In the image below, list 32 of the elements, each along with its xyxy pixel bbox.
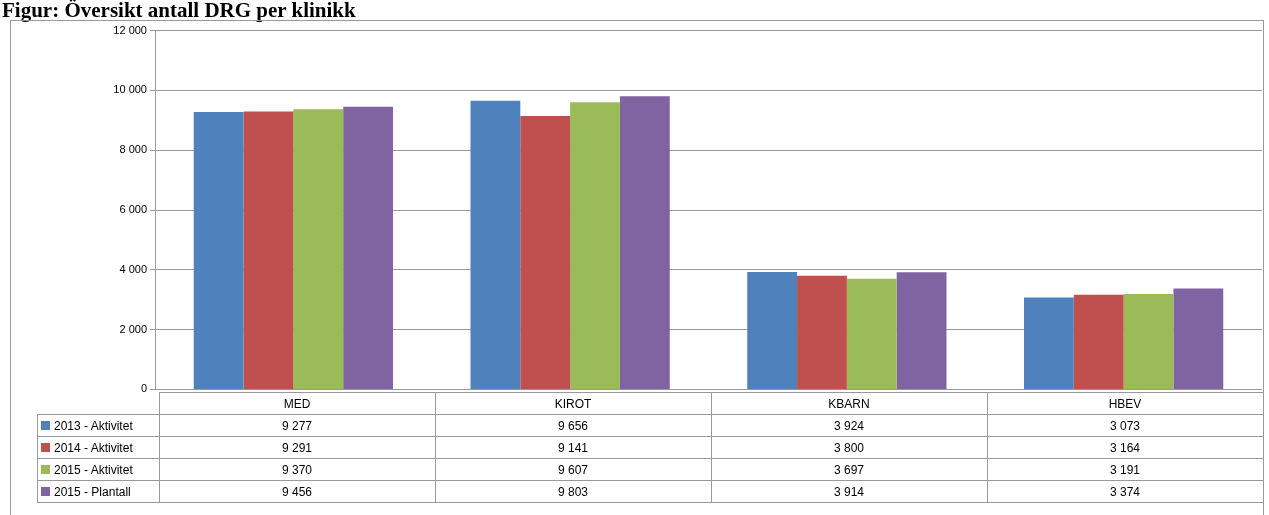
legend-label: 2015 - Plantall — [37, 480, 159, 503]
legend-label: 2013 - Aktivitet — [37, 414, 159, 437]
chart-title: Figur: Översikt antall DRG per klinikk — [2, 0, 356, 22]
data-label: 9 656 — [435, 414, 711, 437]
x-tick-label: KBARN — [711, 392, 987, 415]
y-tick-label: 0 — [140, 382, 147, 395]
data-label: 9 607 — [435, 458, 711, 481]
data-label: 9 141 — [435, 436, 711, 459]
data-label: 9 803 — [435, 480, 711, 503]
data-label: 9 291 — [159, 436, 435, 459]
data-label: 3 164 — [987, 436, 1263, 459]
y-tick-label: 6 000 — [119, 203, 147, 216]
x-tick-label: KIROT — [435, 392, 711, 415]
y-tick-label: 12 000 — [113, 23, 147, 36]
data-label: 9 370 — [159, 458, 435, 481]
data-label: 3 191 — [987, 458, 1263, 481]
data-label: 3 800 — [711, 436, 987, 459]
data-label: 9 277 — [159, 414, 435, 437]
data-label: 9 456 — [159, 480, 435, 503]
x-tick-label: HBEV — [987, 392, 1263, 415]
y-tick-label: 10 000 — [113, 83, 147, 96]
data-label: 3 073 — [987, 414, 1263, 437]
legend-label: 2015 - Aktivitet — [37, 458, 159, 481]
data-label: 3 914 — [711, 480, 987, 503]
y-tick-label: 4 000 — [119, 262, 147, 275]
data-label: 3 697 — [711, 458, 987, 481]
legend-label: 2014 - Aktivitet — [37, 436, 159, 459]
y-tick-label: 2 000 — [119, 322, 147, 335]
data-label: 3 374 — [987, 480, 1263, 503]
y-tick-label: 8 000 — [119, 143, 147, 156]
x-tick-label: MED — [159, 392, 435, 415]
data-label: 3 924 — [711, 414, 987, 437]
